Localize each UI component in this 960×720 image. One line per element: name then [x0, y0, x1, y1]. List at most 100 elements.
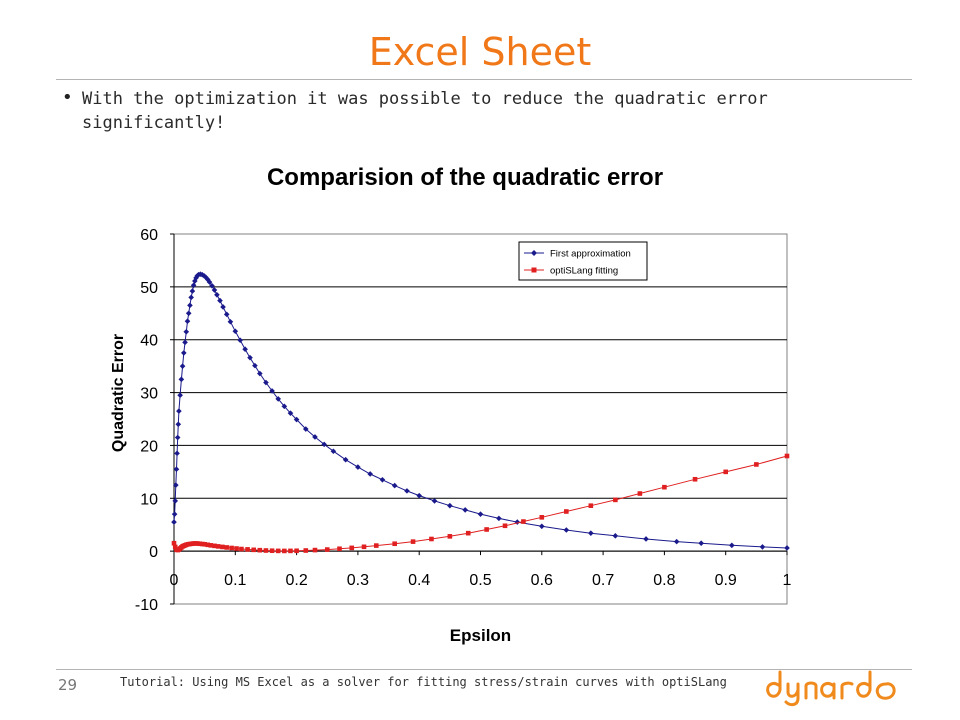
data-point: [188, 294, 194, 301]
data-point: [239, 546, 244, 552]
legend-marker: [531, 250, 537, 256]
data-point: [220, 544, 225, 550]
data-point: [269, 388, 275, 394]
data-point: [612, 533, 619, 539]
slide-title: Excel Sheet: [368, 30, 592, 74]
y-tick-label: 50: [140, 280, 158, 297]
data-point: [349, 545, 355, 551]
data-point: [723, 469, 728, 475]
data-point: [211, 287, 218, 293]
x-tick-label: 0.1: [224, 572, 246, 589]
data-point: [217, 297, 223, 304]
legend-label: optiSLang fitting: [550, 266, 618, 277]
data-point: [784, 545, 790, 551]
x-tick-label: 0: [170, 572, 179, 589]
logo-text: dynardo: [762, 664, 767, 665]
data-point: [784, 453, 790, 459]
data-point: [293, 416, 300, 423]
data-point: [220, 304, 226, 310]
data-point: [282, 548, 287, 554]
data-point: [215, 544, 221, 549]
title-divider: [56, 79, 912, 80]
data-point: [237, 337, 244, 344]
y-tick-label: 30: [140, 386, 158, 403]
data-point: [189, 288, 196, 294]
data-point: [245, 547, 250, 552]
data-point: [171, 511, 178, 517]
data-point: [391, 482, 398, 489]
data-point: [209, 283, 215, 289]
data-point: [294, 548, 299, 554]
data-point: [288, 548, 293, 554]
data-point: [227, 318, 234, 325]
data-point: [202, 541, 207, 547]
data-point: [234, 546, 239, 551]
data-point: [206, 279, 213, 285]
data-point: [224, 545, 230, 550]
y-tick-label: 10: [140, 491, 158, 508]
data-point: [193, 275, 199, 281]
data-point: [172, 498, 179, 504]
data-point: [410, 539, 416, 544]
data-point: [355, 464, 361, 470]
data-point: [275, 396, 282, 402]
data-point: [342, 456, 349, 463]
x-axis-title: Epsilon: [450, 626, 511, 645]
data-point: [242, 346, 248, 353]
data-point: [729, 542, 735, 549]
data-point: [673, 538, 680, 545]
data-point: [324, 547, 330, 552]
data-point: [447, 534, 453, 539]
data-point: [330, 448, 337, 455]
data-point: [174, 450, 180, 457]
data-point: [194, 541, 200, 546]
data-point: [698, 540, 704, 547]
data-point: [563, 527, 570, 533]
data-point: [184, 318, 191, 325]
data-point: [759, 544, 766, 550]
data-point: [263, 379, 269, 386]
data-point: [187, 302, 193, 309]
data-point: [692, 476, 698, 482]
data-point: [447, 502, 453, 509]
dynardo-logo: dynardo: [762, 664, 896, 707]
data-point: [321, 441, 327, 448]
data-point: [182, 339, 188, 346]
data-point: [171, 540, 177, 546]
data-point: [257, 547, 263, 553]
data-point: [205, 542, 211, 548]
bullet-icon: •: [62, 87, 73, 108]
page-number: 29: [58, 676, 78, 694]
data-point: [514, 519, 521, 525]
data-point: [588, 503, 594, 508]
data-point: [177, 392, 183, 399]
data-point: [477, 511, 484, 517]
data-point: [662, 484, 667, 490]
y-tick-label: 20: [140, 438, 158, 455]
data-point: [174, 434, 181, 441]
x-tick-label: 1: [783, 572, 792, 589]
data-point: [263, 548, 269, 553]
y-tick-label: 40: [140, 333, 158, 350]
data-point: [179, 363, 186, 369]
data-point: [281, 403, 288, 410]
data-point: [175, 421, 182, 428]
data-point: [173, 482, 179, 488]
data-point: [502, 523, 508, 529]
data-point: [521, 519, 526, 524]
data-point: [564, 509, 569, 514]
data-point: [199, 541, 205, 547]
data-point: [252, 362, 258, 369]
data-point: [173, 466, 180, 473]
data-point: [171, 519, 177, 525]
x-tick-label: 0.9: [715, 572, 737, 589]
data-point: [275, 548, 281, 554]
data-point: [183, 328, 190, 335]
data-point: [337, 546, 342, 552]
data-point: [416, 492, 422, 499]
x-tick-label: 0.8: [653, 572, 675, 589]
data-point: [484, 527, 489, 532]
data-point: [754, 462, 759, 467]
x-tick-label: 0.5: [469, 572, 491, 589]
data-point: [251, 547, 256, 553]
